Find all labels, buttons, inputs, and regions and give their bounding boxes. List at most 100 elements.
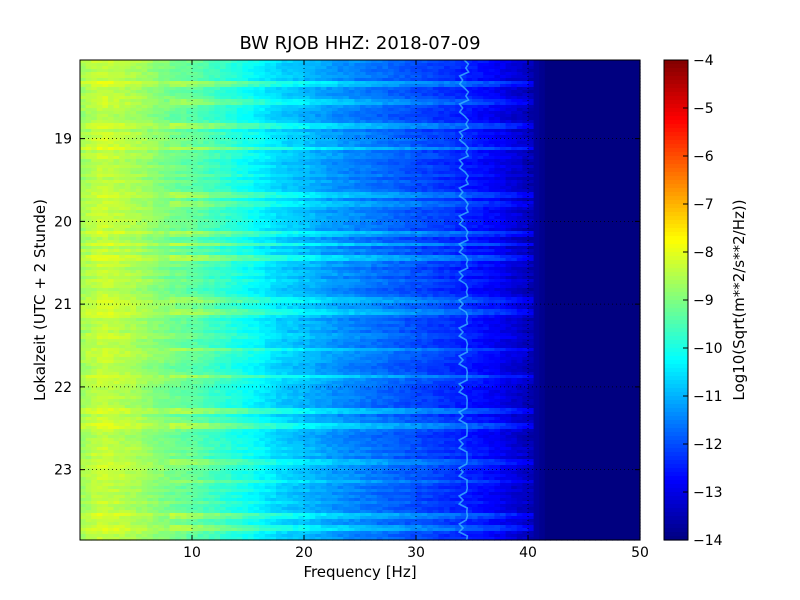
heatmap-cell (483, 105, 490, 109)
heatmap-cell (113, 126, 120, 130)
heatmap-cell (85, 66, 92, 70)
heatmap-cell (572, 207, 579, 211)
heatmap-cell (432, 174, 439, 178)
heatmap-cell (186, 99, 193, 103)
heatmap-cell (337, 171, 344, 175)
heatmap-cell (561, 75, 568, 79)
heatmap-cell (113, 141, 120, 145)
heatmap-cell (147, 69, 154, 73)
heatmap-cell (460, 132, 467, 136)
heatmap-cell (309, 159, 316, 163)
heatmap-cell (544, 114, 551, 118)
heatmap-cell (264, 78, 271, 82)
heatmap-cell (567, 201, 574, 205)
heatmap-cell (158, 96, 165, 100)
heatmap-cell (561, 90, 568, 94)
heatmap-cell (455, 171, 462, 175)
heatmap-cell (119, 135, 126, 139)
heatmap-cell (281, 72, 288, 76)
heatmap-cell (567, 99, 574, 103)
heatmap-cell (595, 177, 602, 181)
heatmap-cell (399, 156, 406, 160)
heatmap-cell (589, 111, 596, 115)
heatmap-cell (236, 84, 243, 88)
heatmap-cell (623, 150, 630, 154)
heatmap-cell (119, 69, 126, 73)
heatmap-cell (617, 141, 624, 145)
heatmap-cell (460, 207, 467, 211)
heatmap-cell (438, 168, 445, 172)
heatmap-cell (203, 204, 210, 208)
heatmap-cell (628, 102, 635, 106)
heatmap-cell (455, 168, 462, 172)
heatmap-cell (623, 153, 630, 157)
heatmap-cell (388, 150, 395, 154)
heatmap-cell (500, 87, 507, 91)
heatmap-cell (281, 99, 288, 103)
heatmap-cell (292, 186, 299, 190)
heatmap-cell (388, 192, 395, 196)
heatmap-cell (623, 69, 630, 73)
heatmap-cell (152, 168, 159, 172)
heatmap-cell (600, 75, 607, 79)
heatmap-cell (404, 195, 411, 199)
heatmap-cell (158, 153, 165, 157)
heatmap-cell (628, 135, 635, 139)
heatmap-cell (483, 96, 490, 100)
heatmap-cell (186, 168, 193, 172)
heatmap-cell (544, 117, 551, 121)
heatmap-cell (404, 87, 411, 91)
heatmap-cell (180, 114, 187, 118)
heatmap-cell (309, 66, 316, 70)
heatmap-cell (561, 96, 568, 100)
heatmap-cell (589, 75, 596, 79)
heatmap-cell (343, 138, 350, 142)
heatmap-cell (292, 84, 299, 88)
heatmap-cell (606, 69, 613, 73)
heatmap-cell (337, 81, 344, 85)
heatmap-cell (108, 72, 115, 76)
heatmap-cell (298, 87, 305, 91)
heatmap-cell (270, 120, 277, 124)
heatmap-cell (248, 138, 255, 142)
heatmap-cell (511, 111, 518, 115)
heatmap-cell (130, 87, 137, 91)
heatmap-cell (393, 87, 400, 91)
heatmap-cell (298, 144, 305, 148)
heatmap-cell (567, 90, 574, 94)
heatmap-cell (589, 207, 596, 211)
heatmap-cell (91, 165, 98, 169)
heatmap-cell (264, 114, 271, 118)
heatmap-cell (634, 99, 641, 103)
heatmap-cell (449, 81, 456, 85)
heatmap-cell (220, 69, 227, 73)
heatmap-cell (248, 114, 255, 118)
heatmap-cell (192, 105, 199, 109)
heatmap-cell (242, 171, 249, 175)
heatmap-cell (192, 144, 199, 148)
heatmap-cell (147, 177, 154, 181)
heatmap-cell (404, 81, 411, 85)
heatmap-cell (589, 84, 596, 88)
heatmap-cell (399, 126, 406, 130)
heatmap-cell (388, 177, 395, 181)
heatmap-cell (248, 141, 255, 145)
heatmap-cell (628, 81, 635, 85)
heatmap-cell (253, 177, 260, 181)
heatmap-cell (455, 111, 462, 115)
heatmap-cell (528, 207, 535, 211)
heatmap-cell (567, 159, 574, 163)
heatmap-cell (337, 201, 344, 205)
heatmap-cell (528, 102, 535, 106)
heatmap-cell (444, 63, 451, 67)
heatmap-cell (304, 135, 311, 139)
heatmap-cell (130, 84, 137, 88)
heatmap-cell (158, 135, 165, 139)
heatmap-cell (628, 180, 635, 184)
heatmap-cell (108, 132, 115, 136)
heatmap-cell (309, 180, 316, 184)
heatmap-cell (410, 159, 417, 163)
heatmap-cell (242, 195, 249, 199)
heatmap-cell (505, 93, 512, 97)
